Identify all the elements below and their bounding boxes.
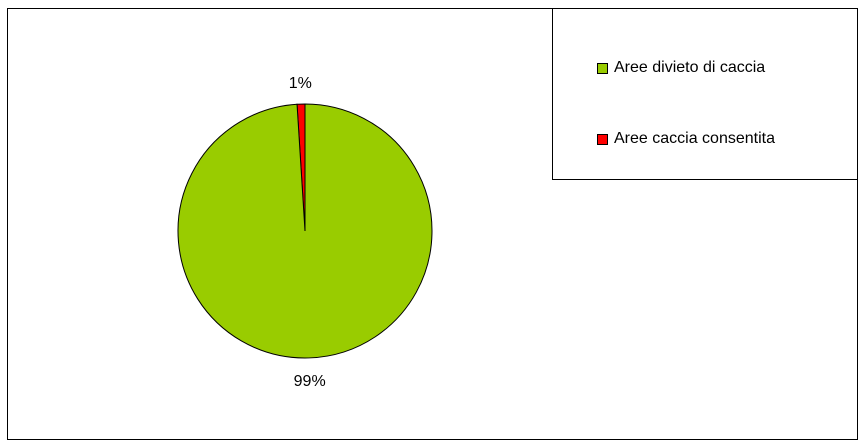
legend-swatch-red <box>597 133 608 145</box>
legend-label: Aree divieto di caccia <box>614 59 766 76</box>
data-label-aree-divieto: 99% <box>294 373 326 390</box>
legend: Aree divieto di caccia Aree caccia conse… <box>552 8 858 180</box>
legend-item-aree-divieto: Aree divieto di caccia <box>597 59 765 77</box>
data-label-aree-caccia: 1% <box>289 75 312 92</box>
legend-swatch-green <box>597 62 608 74</box>
legend-label: Aree caccia consentita <box>614 130 775 147</box>
legend-item-aree-caccia: Aree caccia consentita <box>597 130 775 148</box>
slice-aree-divieto <box>177 103 433 359</box>
